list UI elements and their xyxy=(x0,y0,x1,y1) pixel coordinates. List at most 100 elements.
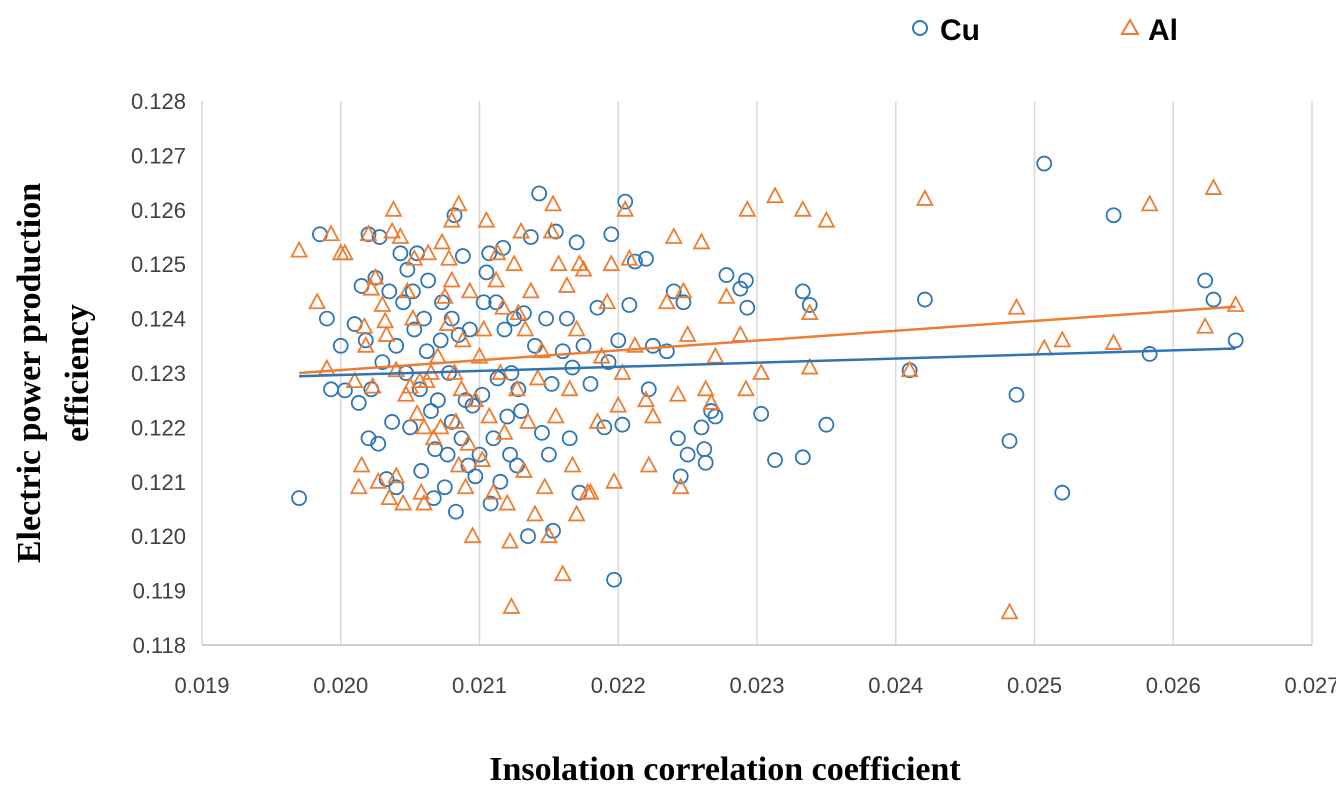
cu-point xyxy=(318,310,335,327)
al-point xyxy=(494,297,513,315)
al-point xyxy=(535,477,554,495)
al-point xyxy=(290,240,309,258)
al-point xyxy=(643,406,662,424)
al-point xyxy=(376,311,395,329)
cu-point xyxy=(527,337,543,354)
al-point xyxy=(678,325,697,342)
cu-point xyxy=(818,416,835,433)
x-axis-title: Insolation correlation coefficient xyxy=(489,751,961,788)
cu-point xyxy=(291,490,308,507)
al-point xyxy=(466,390,485,408)
al-point xyxy=(1104,333,1123,350)
al-point xyxy=(525,504,545,522)
al-point xyxy=(417,371,436,389)
legend-al-marker xyxy=(1120,17,1140,35)
al-point xyxy=(459,433,478,451)
al-point xyxy=(539,526,558,544)
cu-point xyxy=(1227,332,1244,349)
cu-point xyxy=(381,283,398,300)
al-point xyxy=(1196,316,1215,334)
al-point xyxy=(438,314,457,331)
y-tick-label: 0.118 xyxy=(133,633,186,658)
cu-point xyxy=(520,528,536,545)
cu-point xyxy=(436,479,453,496)
al-point xyxy=(738,199,757,217)
tick-labels: 0.019 0.020 0.021 0.022 0.023 0.024 0.025 0.026… xyxy=(131,89,1336,698)
al-point xyxy=(605,471,624,489)
cu-point xyxy=(384,414,400,430)
al-point xyxy=(516,319,535,337)
cu-point xyxy=(513,403,530,419)
al-point xyxy=(456,477,475,495)
al-point xyxy=(435,286,454,304)
y-axis-title-line-1: Electric power production xyxy=(11,183,48,563)
cu-point xyxy=(534,424,550,441)
al-point xyxy=(1007,297,1026,315)
cu-point xyxy=(638,250,654,267)
cu-point xyxy=(531,185,548,202)
al-point xyxy=(355,316,374,334)
cu-point xyxy=(388,337,405,354)
al-point xyxy=(433,232,452,250)
al-point xyxy=(405,248,424,266)
al-point xyxy=(1226,295,1245,312)
cu-point xyxy=(446,207,463,224)
al-point xyxy=(532,341,551,359)
al-point xyxy=(366,267,385,285)
cu-point xyxy=(471,446,488,463)
al-point xyxy=(519,412,538,429)
al-point xyxy=(1204,178,1223,195)
al-point xyxy=(592,346,611,364)
al-point xyxy=(501,531,520,549)
cu-point xyxy=(614,416,631,433)
cu-point xyxy=(478,264,495,281)
al-point xyxy=(446,412,465,429)
al-point xyxy=(322,224,341,242)
al-point xyxy=(706,346,725,364)
al-point xyxy=(915,189,934,206)
cu-point xyxy=(402,419,419,436)
cu-point xyxy=(696,441,713,458)
cu-point xyxy=(454,248,471,264)
al-point xyxy=(692,232,711,250)
al-point xyxy=(419,243,438,261)
al-point xyxy=(613,363,632,380)
cu-point xyxy=(665,283,682,300)
al-point xyxy=(362,278,381,296)
al-point xyxy=(817,210,836,228)
cu-point xyxy=(481,245,498,262)
al-point xyxy=(671,477,690,495)
cu-point xyxy=(739,299,756,316)
x-tick-label: 0.027 xyxy=(1284,673,1336,698)
cu-point xyxy=(474,386,491,403)
cu-point xyxy=(1001,433,1018,449)
cu-point xyxy=(488,294,505,311)
al-point xyxy=(387,466,406,484)
al-point xyxy=(636,390,656,408)
al-point xyxy=(488,243,507,261)
cu-point xyxy=(492,473,509,490)
cu-point xyxy=(575,337,592,354)
legend-al-label: Al xyxy=(1148,14,1178,47)
al-point xyxy=(391,227,410,244)
cu-point xyxy=(617,193,634,210)
al-point xyxy=(356,335,375,353)
al-point xyxy=(800,357,819,375)
series-al xyxy=(290,178,1245,620)
cu-point xyxy=(1205,291,1222,308)
cu-point xyxy=(675,294,692,311)
al-point xyxy=(625,335,644,353)
al-point xyxy=(542,221,561,239)
al-point xyxy=(380,488,399,506)
cu-point xyxy=(467,468,484,485)
al-point xyxy=(484,482,503,500)
al-point xyxy=(544,194,563,212)
cu-point xyxy=(559,310,575,327)
cu-point xyxy=(801,297,818,313)
cu-point xyxy=(1036,155,1053,172)
al-point xyxy=(1053,330,1072,348)
cu-point xyxy=(406,321,423,338)
y-tick-label: 0.125 xyxy=(131,252,186,277)
al-point xyxy=(487,270,506,288)
al-point xyxy=(668,384,687,402)
